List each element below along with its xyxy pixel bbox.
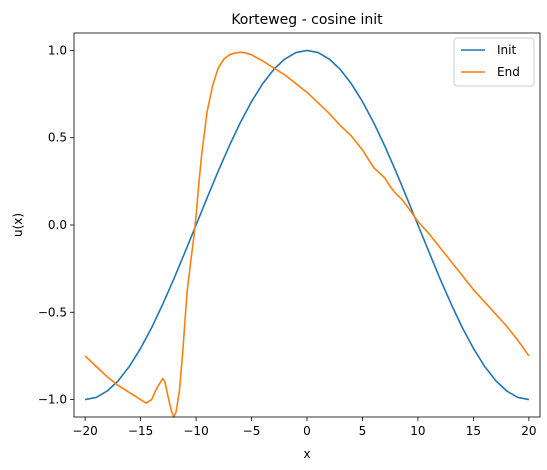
- x-tick-label: 10: [410, 424, 425, 438]
- x-tick-label: 5: [359, 424, 367, 438]
- x-tick-label: −20: [72, 424, 97, 438]
- x-tick-label: −5: [243, 424, 261, 438]
- legend: Init End: [453, 37, 535, 87]
- y-axis-label: u(x): [11, 213, 25, 237]
- x-axis-label: x: [303, 447, 310, 461]
- y-tick-label: 1.0: [48, 43, 67, 57]
- legend-label-end: End: [497, 65, 520, 79]
- y-axis: −1.0 −0.5 0.0 0.5 1.0: [38, 43, 74, 407]
- legend-label-init: Init: [497, 43, 516, 57]
- x-tick-label: −15: [128, 424, 153, 438]
- series-layer: [84, 49, 530, 418]
- chart-title: Korteweg - cosine init: [231, 12, 383, 28]
- legend-box: [453, 37, 535, 87]
- x-tick-label: 20: [521, 424, 536, 438]
- series-line-end: [84, 51, 530, 418]
- plot-frame: [73, 32, 541, 418]
- y-tick-label: 0.0: [48, 218, 67, 232]
- x-tick-label: 15: [466, 424, 481, 438]
- x-axis: −20 −15 −10 −5 0 5 10 15 20: [72, 417, 537, 438]
- series-line-init: [84, 49, 530, 401]
- y-tick-label: 0.5: [48, 131, 67, 145]
- y-tick-label: −0.5: [38, 305, 67, 319]
- y-tick-label: −1.0: [38, 393, 67, 407]
- x-tick-label: −10: [183, 424, 208, 438]
- x-tick-label: 0: [303, 424, 311, 438]
